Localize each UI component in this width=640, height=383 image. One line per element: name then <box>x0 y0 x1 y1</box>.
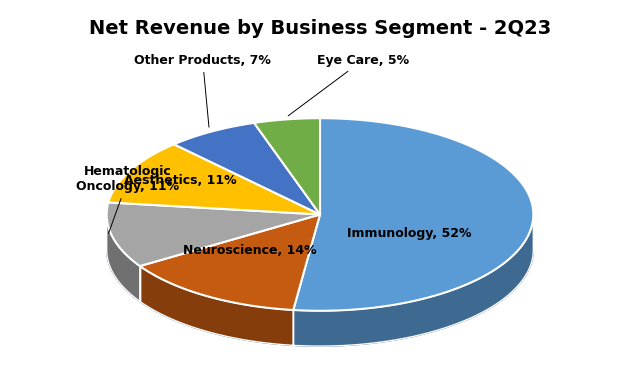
Polygon shape <box>108 144 320 214</box>
Text: Immunology, 52%: Immunology, 52% <box>348 227 472 240</box>
Polygon shape <box>293 118 533 311</box>
Text: Other Products, 7%: Other Products, 7% <box>134 54 271 127</box>
Polygon shape <box>293 215 533 346</box>
Polygon shape <box>140 214 320 310</box>
Polygon shape <box>107 202 320 266</box>
Polygon shape <box>140 266 293 345</box>
Text: Aesthetics, 11%: Aesthetics, 11% <box>124 174 237 187</box>
Polygon shape <box>107 215 140 301</box>
Text: Eye Care, 5%: Eye Care, 5% <box>288 54 409 116</box>
Text: Neuroscience, 14%: Neuroscience, 14% <box>183 244 317 257</box>
Text: Net Revenue by Business Segment - 2Q23: Net Revenue by Business Segment - 2Q23 <box>89 19 551 38</box>
Text: Hematologic
Oncology, 11%: Hematologic Oncology, 11% <box>76 165 180 233</box>
Polygon shape <box>107 154 533 346</box>
Polygon shape <box>174 123 320 214</box>
Polygon shape <box>254 118 320 214</box>
